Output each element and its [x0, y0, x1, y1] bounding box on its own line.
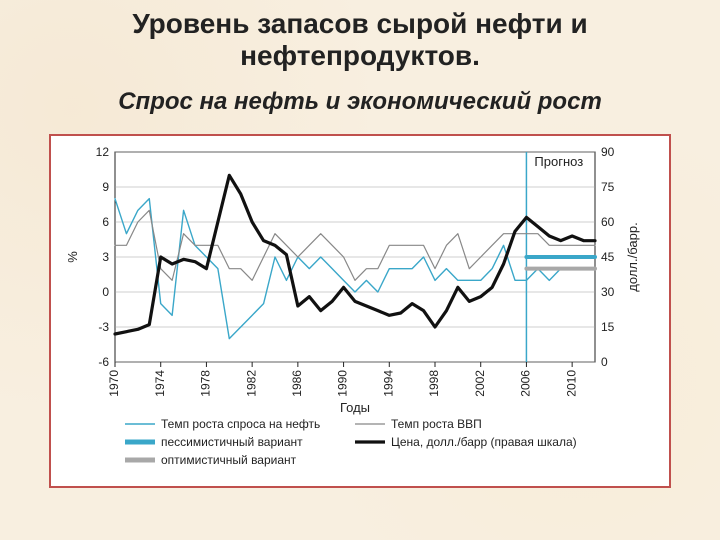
line-chart: -6 -3 0 3 6 9 12 0 15 30 45 60 75 90 1970 1974 1978 1982 1…	[55, 142, 655, 482]
svg-text:9: 9	[102, 180, 109, 194]
svg-text:Темп роста спроса на нефть: Темп роста спроса на нефть	[161, 417, 320, 431]
svg-text:2010: 2010	[564, 370, 578, 397]
svg-text:3: 3	[102, 250, 109, 264]
svg-text:90: 90	[601, 145, 615, 159]
svg-text:6: 6	[102, 215, 109, 229]
svg-text:1982: 1982	[244, 370, 258, 397]
svg-text:оптимистичный вариант: оптимистичный вариант	[161, 453, 297, 467]
svg-text:30: 30	[601, 285, 615, 299]
svg-text:Темп роста ВВП: Темп роста ВВП	[391, 417, 482, 431]
title-line1: Уровень запасов сырой нефти и	[132, 8, 587, 39]
svg-text:1970: 1970	[107, 370, 121, 397]
page-title: Уровень запасов сырой нефти и нефтепроду…	[0, 0, 720, 72]
svg-text:1994: 1994	[381, 370, 395, 397]
svg-text:12: 12	[96, 145, 110, 159]
svg-text:0: 0	[102, 285, 109, 299]
svg-text:2002: 2002	[473, 370, 487, 397]
svg-text:2006: 2006	[519, 370, 533, 397]
svg-text:долл./барр.: долл./барр.	[625, 223, 640, 292]
svg-text:60: 60	[601, 215, 615, 229]
svg-text:-6: -6	[98, 355, 109, 369]
svg-text:пессимистичный вариант: пессимистичный вариант	[161, 435, 303, 449]
svg-text:Цена, долл./барр (правая шкала: Цена, долл./барр (правая шкала)	[391, 435, 577, 449]
svg-text:1978: 1978	[199, 370, 213, 397]
svg-text:Годы: Годы	[340, 400, 370, 415]
page-subtitle: Спрос на нефть и экономический рост	[0, 88, 720, 116]
svg-text:Прогноз: Прогноз	[534, 154, 583, 169]
svg-text:1986: 1986	[290, 370, 304, 397]
svg-text:1974: 1974	[153, 370, 167, 397]
title-line2: нефтепродуктов.	[240, 40, 480, 71]
svg-text:75: 75	[601, 180, 615, 194]
svg-text:0: 0	[601, 355, 608, 369]
svg-text:45: 45	[601, 250, 615, 264]
svg-text:1990: 1990	[336, 370, 350, 397]
svg-text:-3: -3	[98, 320, 109, 334]
svg-text:%: %	[65, 251, 80, 263]
chart-container: -6 -3 0 3 6 9 12 0 15 30 45 60 75 90 1970 1974 1978 1982 1…	[49, 134, 671, 488]
svg-text:1998: 1998	[427, 370, 441, 397]
svg-text:15: 15	[601, 320, 615, 334]
